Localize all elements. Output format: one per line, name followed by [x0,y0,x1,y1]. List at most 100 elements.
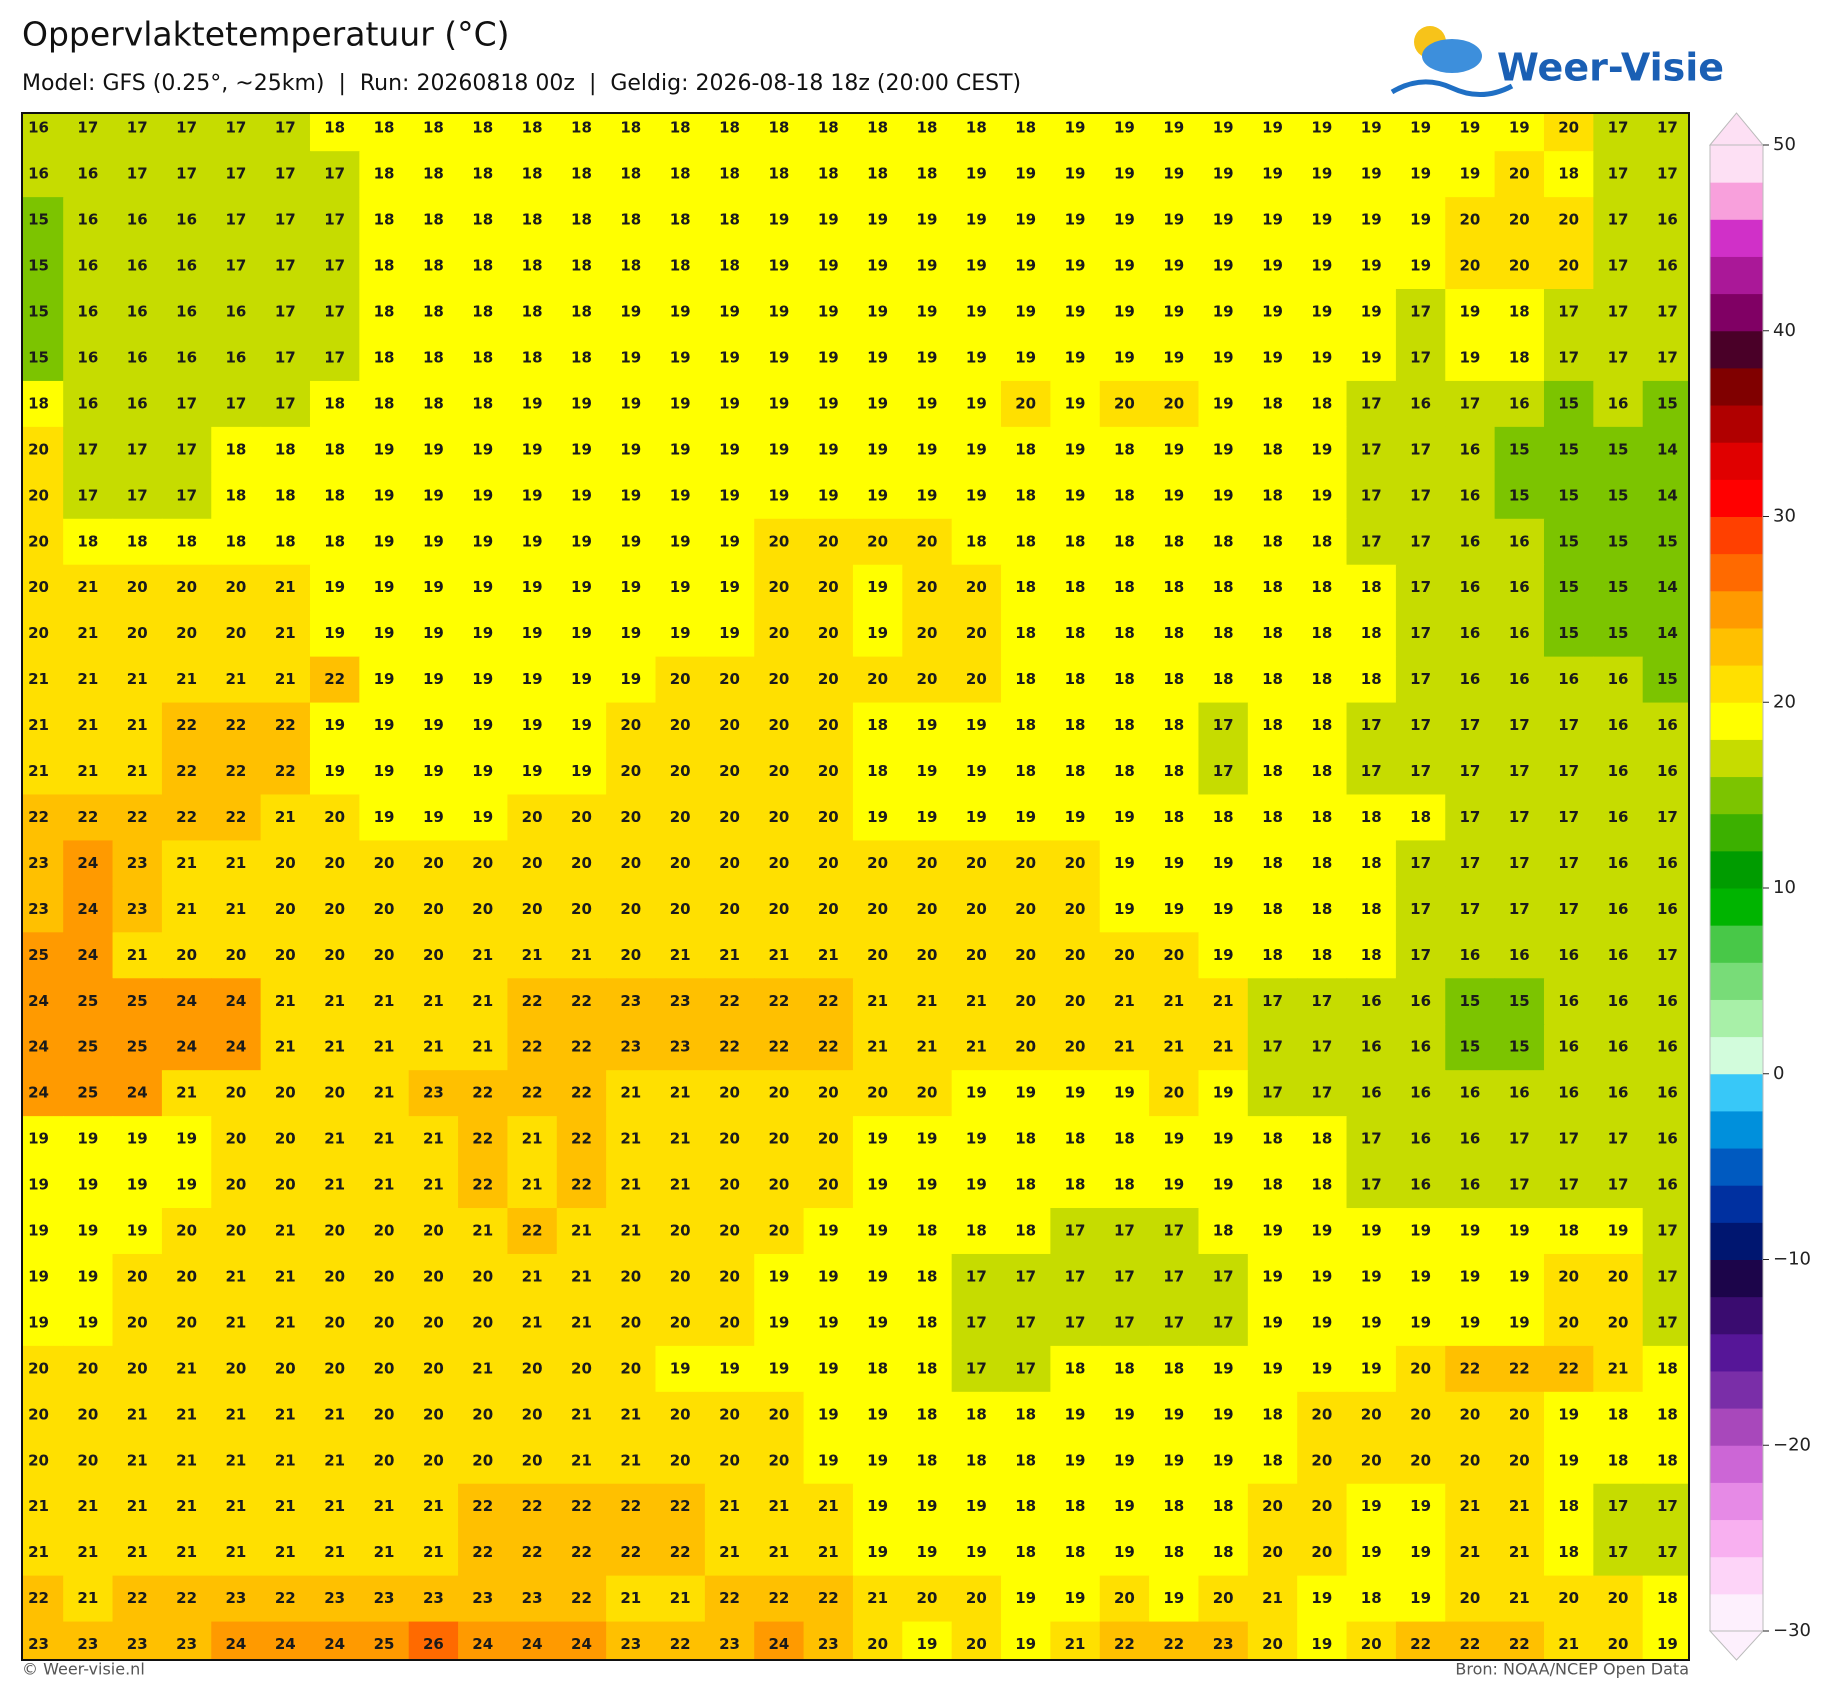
temp-label: 20 [226,1084,247,1102]
temp-cell [211,1253,262,1301]
temp-label: 17 [1361,762,1382,780]
temp-label: 18 [374,394,395,412]
temp-cell [852,702,903,750]
temp-label: 19 [818,257,839,275]
temp-cell [902,610,953,658]
temp-cell [1346,380,1397,428]
temp-cell [112,1391,163,1439]
temp-label: 21 [374,1543,395,1561]
temp-label: 19 [1311,165,1332,183]
temp-cell [507,1299,558,1347]
temp-label: 23 [423,1589,444,1607]
temp-label: 18 [1015,1405,1036,1423]
temp-label: 17 [1657,1267,1678,1285]
temp-cell [1395,1253,1446,1301]
colorbar-bottom-cap [1708,1630,1765,1661]
temp-cell [852,932,903,979]
temp-label: 22 [768,1038,789,1056]
colorbar-band [1710,888,1763,926]
temp-cell [1297,151,1348,198]
temp-cell [22,610,64,658]
temp-label: 22 [472,1176,493,1194]
temp-label: 17 [1657,1222,1678,1240]
temp-cell [1198,610,1249,658]
temp-label: 18 [966,1222,987,1240]
temp-label: 20 [423,946,444,964]
temp-cell [1346,886,1397,933]
temp-cell [1001,1483,1051,1531]
temp-label: 18 [28,394,49,412]
temp-label: 20 [1509,165,1530,183]
temp-cell [408,1483,459,1531]
temp-label: 17 [1361,486,1382,504]
temp-cell [458,1116,509,1163]
temp-label: 18 [1015,486,1036,504]
temp-label: 15 [28,303,49,321]
temp-cell [63,243,114,290]
temp-cell [309,794,360,842]
temp-cell [1445,1116,1496,1163]
temp-cell [1445,1070,1496,1117]
temp-label: 24 [77,900,98,918]
temp-cell [458,289,509,336]
temp-cell [1445,978,1496,1025]
temp-label: 16 [1460,578,1481,596]
temp-label: 19 [1163,854,1184,872]
temp-cell [951,1575,1002,1623]
temp-label: 22 [1114,1635,1135,1653]
temp-label: 24 [176,1038,197,1056]
colorbar-band [1710,442,1763,480]
temp-cell [1346,334,1397,382]
temp-cell [1642,1116,1689,1163]
footer-left: © Weer-visie.nl [22,1660,145,1679]
temp-cell [1593,1116,1644,1163]
temp-cell [704,1575,755,1623]
temp-label: 22 [571,1543,592,1561]
temp-label: 19 [176,1176,197,1194]
temp-label: 18 [1065,1543,1086,1561]
temp-cell [161,1437,212,1485]
temp-cell [754,702,805,750]
temp-label: 16 [1361,1038,1382,1056]
temp-label: 23 [324,1589,345,1607]
temp-cell [1149,518,1200,566]
temp-label: 19 [127,1176,148,1194]
temp-label: 19 [818,1267,839,1285]
temp-label: 20 [966,624,987,642]
temp-cell [655,1437,706,1485]
temp-cell [112,426,163,474]
temp-cell [1050,472,1101,520]
temp-label: 19 [1015,1589,1036,1607]
temp-label: 21 [1608,1359,1629,1377]
temp-label: 17 [1262,1038,1283,1056]
temp-label: 18 [1608,1451,1629,1469]
temp-label: 20 [1558,211,1579,229]
temp-label: 22 [768,1589,789,1607]
temp-cell [1593,1529,1644,1577]
temp-cell [1198,197,1249,244]
temp-label: 16 [1509,394,1530,412]
temp-cell [507,1345,558,1393]
temp-cell [211,656,262,704]
temp-label: 16 [1509,578,1530,596]
temp-cell [63,1116,114,1163]
temp-cell [951,840,1002,887]
temp-label: 16 [1608,946,1629,964]
temp-label: 17 [324,165,345,183]
temp-cell [507,289,558,336]
temp-cell [1099,1575,1150,1623]
temp-label: 16 [1657,716,1678,734]
temp-label: 20 [1460,257,1481,275]
temp-label: 17 [1558,854,1579,872]
temp-label: 17 [226,165,247,183]
temp-cell [1149,794,1200,842]
temp-label: 20 [374,1359,395,1377]
temp-cell [704,1162,755,1209]
temp-label: 22 [620,1543,641,1561]
temp-label: 19 [818,348,839,366]
temp-label: 19 [620,624,641,642]
temp-cell [1247,748,1298,796]
temp-cell [161,1116,212,1163]
temp-label: 21 [77,762,98,780]
temp-label: 20 [818,578,839,596]
